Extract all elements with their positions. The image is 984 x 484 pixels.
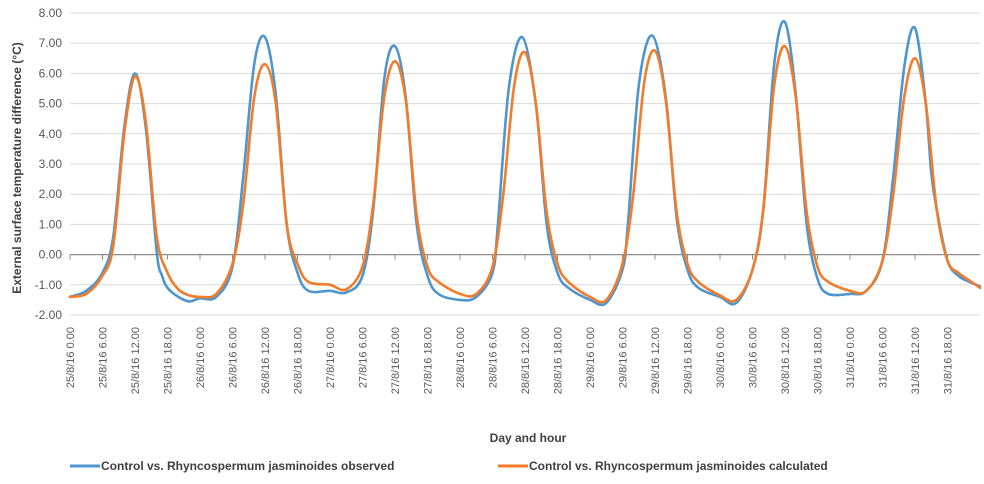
y-tick-label: 4.00 — [39, 127, 63, 141]
x-tick-label: 31/8/16 0.00 — [845, 327, 857, 388]
y-tick-label: 7.00 — [39, 36, 63, 50]
y-tick-label: 1.00 — [39, 217, 63, 231]
x-tick-label: 29/8/16 12.00 — [650, 327, 662, 394]
y-tick-label: 0.00 — [39, 248, 63, 262]
y-axis-title: External surface temperature difference … — [10, 42, 24, 294]
x-tick-label: 25/8/16 18.00 — [163, 327, 175, 394]
y-tick-label: 3.00 — [39, 157, 63, 171]
x-tick-label: 30/8/16 12.00 — [780, 327, 792, 394]
x-tick-label: 26/8/16 6.00 — [228, 327, 240, 388]
x-tick-label: 28/8/16 0.00 — [455, 327, 467, 388]
series-lines — [68, 19, 982, 307]
x-tick-label: 28/8/16 12.00 — [520, 327, 532, 394]
x-tick-label: 26/8/16 12.00 — [260, 327, 272, 394]
x-tick-label: 30/8/16 0.00 — [715, 327, 727, 388]
x-tick-label: 29/8/16 6.00 — [618, 327, 630, 388]
y-tick-label: 6.00 — [39, 66, 63, 80]
legend-label-calculated: Control vs. Rhyncospermum jasminoides ca… — [529, 459, 828, 473]
x-tick-label: 27/8/16 12.00 — [390, 327, 402, 394]
y-tick-label: 5.00 — [39, 97, 63, 111]
x-tick-label: 27/8/16 6.00 — [358, 327, 370, 388]
x-axis-ticks: 25/8/16 0.00 25/8/16 6.00 25/8/16 12.00 25/… — [65, 254, 955, 394]
x-tick-label: 29/8/16 18.00 — [683, 327, 695, 394]
series-observed-line — [68, 19, 982, 307]
legend-label-observed: Control vs. Rhyncospermum jasminoides ob… — [101, 459, 394, 473]
x-tick-label: 27/8/16 0.00 — [325, 327, 337, 388]
x-tick-label: 28/8/16 18.00 — [553, 327, 565, 394]
x-tick-label: 25/8/16 12.00 — [130, 327, 142, 394]
x-tick-label: 27/8/16 18.00 — [423, 327, 435, 394]
gridlines — [70, 12, 980, 316]
x-tick-label: 31/8/16 18.00 — [943, 327, 955, 394]
x-tick-label: 30/8/16 18.00 — [813, 327, 825, 394]
y-tick-label: -1.00 — [35, 278, 63, 292]
x-tick-label: 28/8/16 6.00 — [488, 327, 500, 388]
x-axis-title: Day and hour — [490, 431, 567, 445]
x-tick-label: 25/8/16 6.00 — [98, 327, 110, 388]
x-tick-label: 26/8/16 18.00 — [293, 327, 305, 394]
x-tick-label: 29/8/16 0.00 — [585, 327, 597, 388]
x-tick-label: 26/8/16 0.00 — [195, 327, 207, 388]
x-tick-label: 25/8/16 0.00 — [65, 327, 77, 388]
x-tick-label: 30/8/16 6.00 — [748, 327, 760, 388]
x-tick-label: 31/8/16 6.00 — [878, 327, 890, 388]
y-tick-label: 2.00 — [39, 187, 63, 201]
series-calculated-line — [68, 44, 982, 304]
y-tick-label: -2.00 — [35, 308, 63, 322]
legend: Control vs. Rhyncospermum jasminoides ob… — [70, 459, 828, 473]
y-axis-ticks: -2.00 -1.00 0.00 1.00 2.00 3.00 4.00 5.00 6.00 7.… — [35, 6, 63, 322]
y-tick-label: 8.00 — [39, 6, 63, 20]
x-tick-label: 31/8/16 12.00 — [910, 327, 922, 394]
